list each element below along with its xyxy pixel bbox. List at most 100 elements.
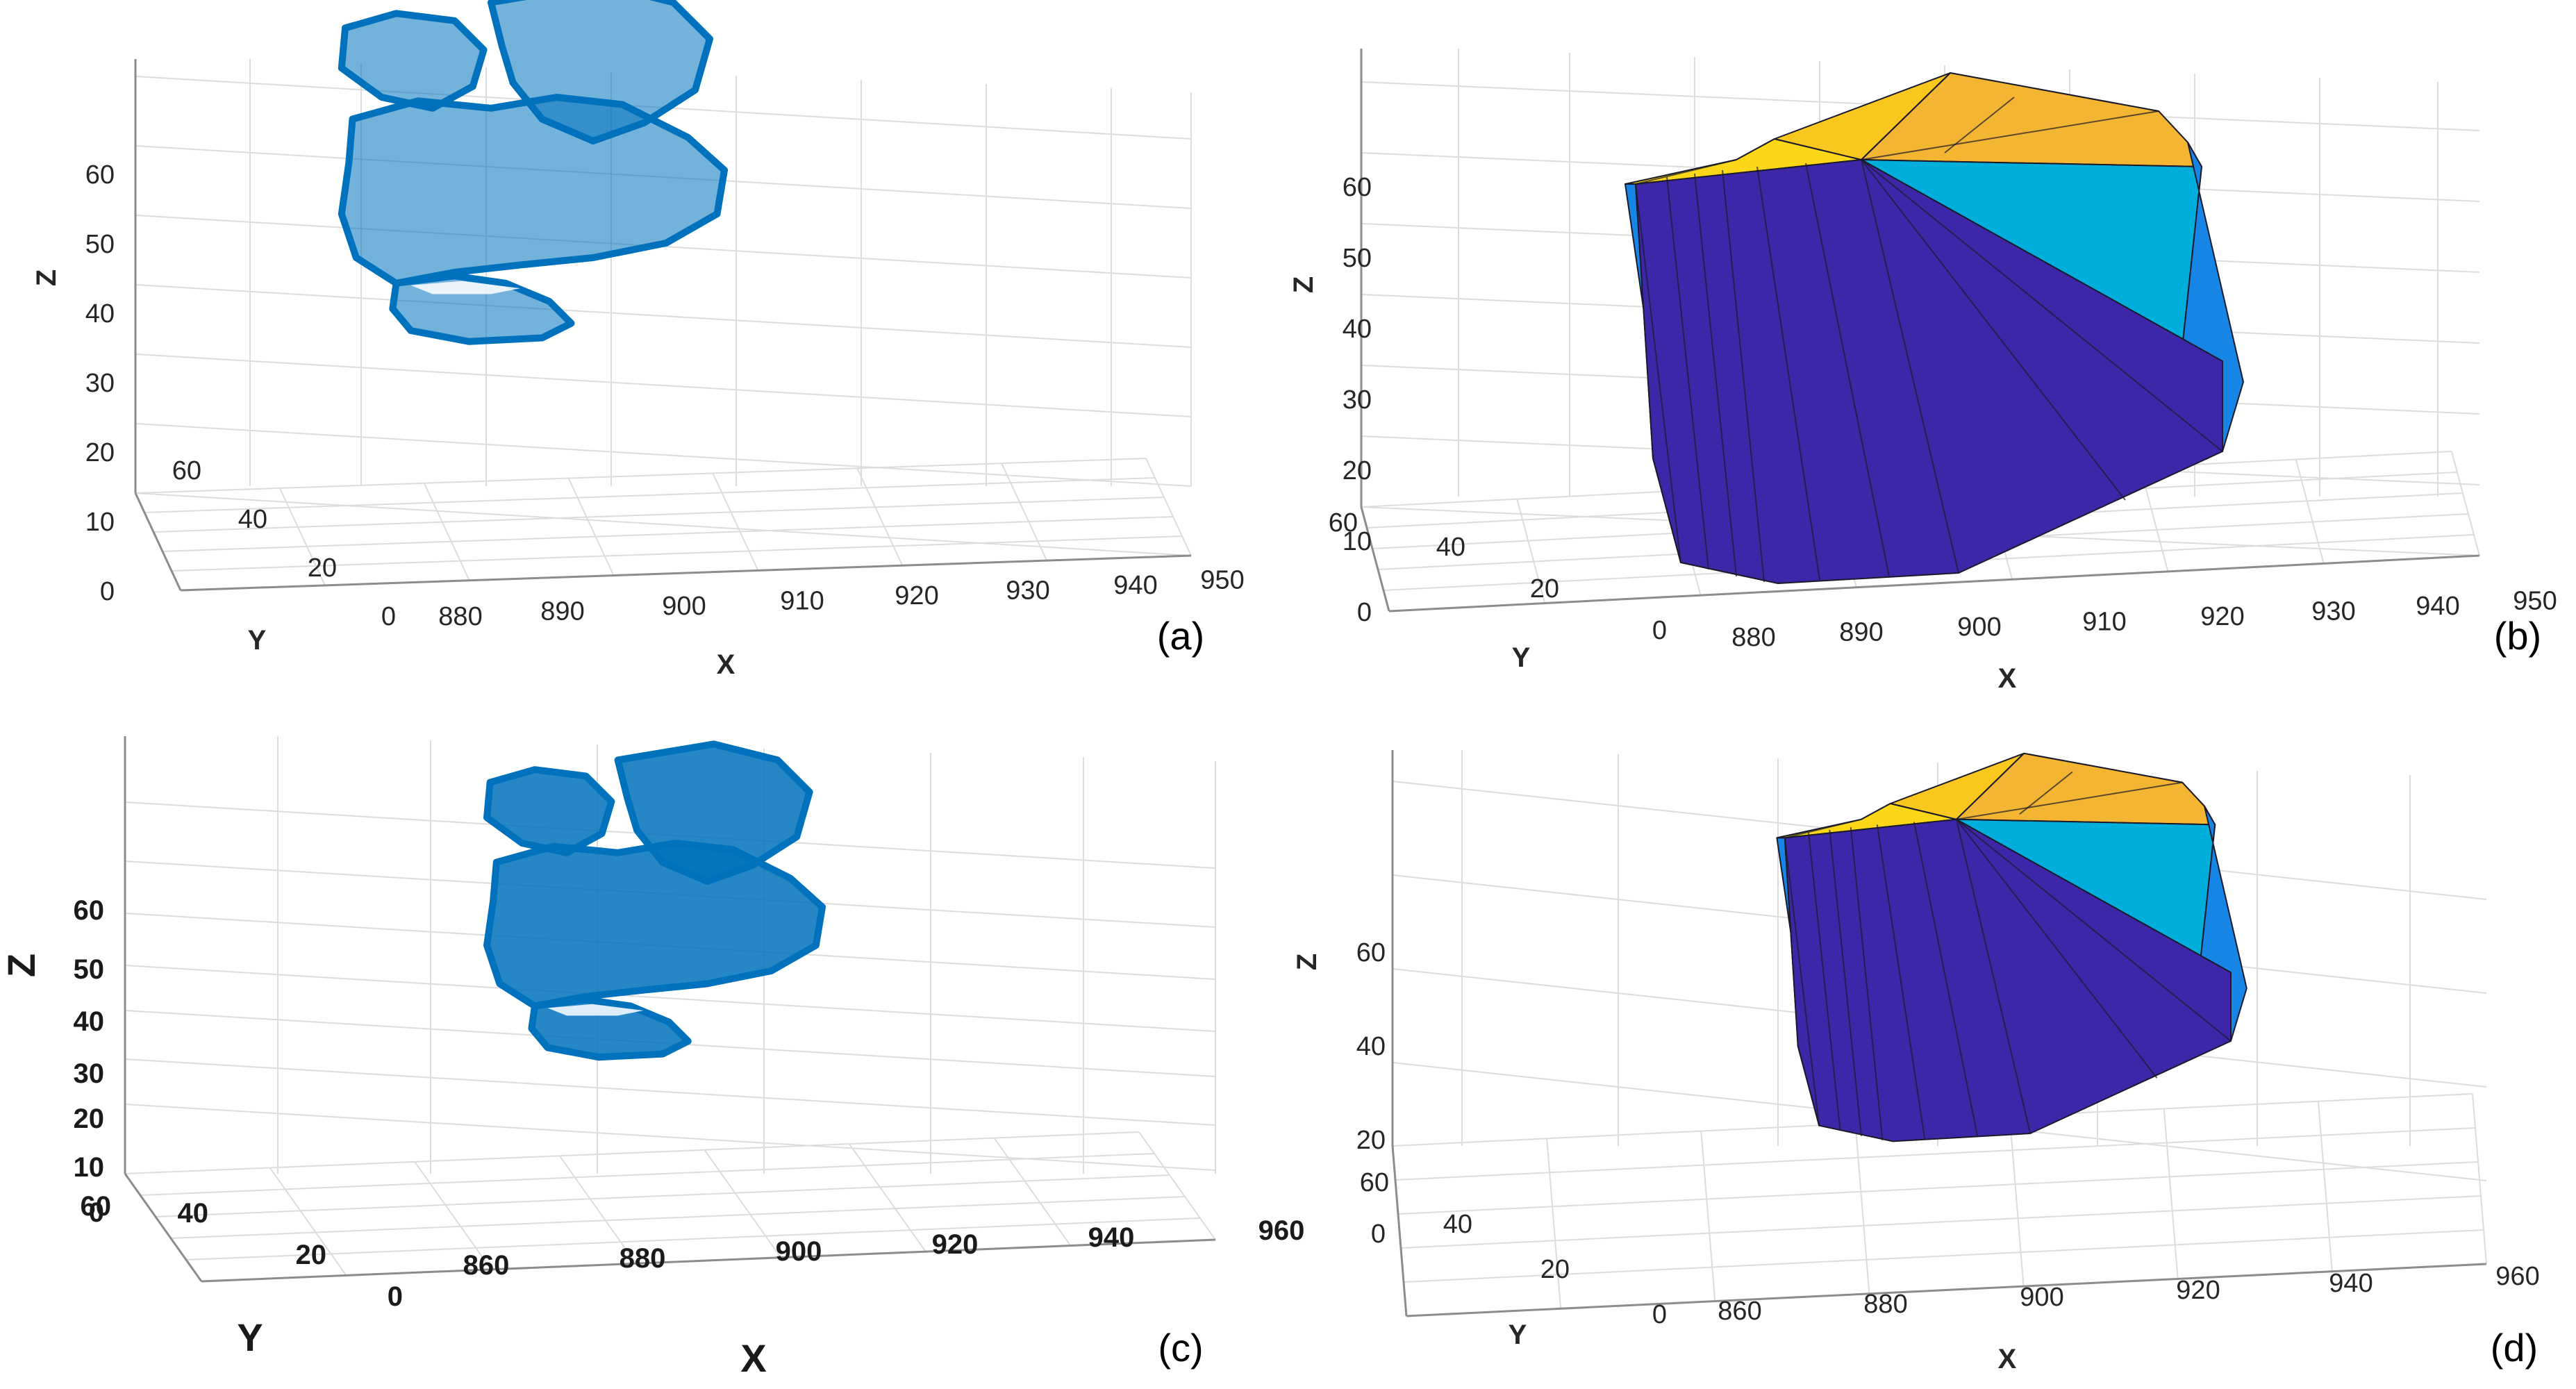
z-tick-label: 30 xyxy=(74,1058,105,1089)
x-tick-label: 930 xyxy=(1006,576,1049,606)
y-axis-title: Y xyxy=(1509,1320,1527,1350)
grid-line xyxy=(124,1104,1216,1171)
z-tick-label: 10 xyxy=(1343,527,1372,556)
y-tick-label: 60 xyxy=(1329,508,1358,538)
x-tick-label: 880 xyxy=(620,1243,666,1274)
y-axis-line xyxy=(1391,1145,1408,1317)
z-tick-label: 30 xyxy=(85,369,115,398)
z-tick-label: 0 xyxy=(89,1197,104,1228)
x-tick-label: 960 xyxy=(1258,1215,1305,1246)
grid-line xyxy=(135,458,1147,494)
z-axis-title: Z xyxy=(0,954,43,977)
x-axis-title: X xyxy=(1998,1344,2017,1374)
z-tick-label: 10 xyxy=(74,1152,105,1183)
y-tick-label: 20 xyxy=(296,1240,327,1270)
hull-edge xyxy=(1955,819,2031,1134)
hull-edge xyxy=(1784,838,1820,1126)
grid-line xyxy=(135,492,1192,556)
subplot-label: (a) xyxy=(1157,614,1204,658)
y-tick-label: 60 xyxy=(81,1191,112,1222)
point-cloud-region xyxy=(483,766,615,856)
z-tick-label: 20 xyxy=(1356,1126,1386,1155)
z-tick-label: 0 xyxy=(1357,598,1372,627)
panel-a: 0 10 20 30 40 50 60 0 20 40 60 880 890 900 910 920 930 94… xyxy=(31,0,1245,680)
z-tick-label: 20 xyxy=(1343,456,1372,485)
x-tick-label: 880 xyxy=(438,602,482,631)
grid-line xyxy=(1400,1195,2482,1249)
grid-line xyxy=(155,1174,1170,1217)
hull-edge xyxy=(1666,176,1709,570)
x-tick-label: 940 xyxy=(2416,592,2459,621)
hull-edge xyxy=(1850,827,1884,1140)
z-tick-label: 40 xyxy=(1343,315,1372,344)
x-tick-label: 950 xyxy=(2513,587,2557,616)
hull-edge xyxy=(1722,169,1765,583)
hull-edge xyxy=(1756,166,1820,581)
x-tick-label: 930 xyxy=(2311,597,2355,626)
grid-line xyxy=(2451,451,2480,556)
y-tick-label: 0 xyxy=(1652,616,1667,645)
hull-edge xyxy=(1694,173,1737,577)
z-tick-label: 10 xyxy=(85,508,115,537)
panel-a-tick-labels: 0 10 20 30 40 50 60 0 20 40 60 880 890 900 910 920 930 94… xyxy=(31,160,1245,680)
x-axis-title: X xyxy=(717,649,736,680)
grid-line xyxy=(1700,1131,1716,1301)
x-tick-label: 940 xyxy=(2329,1269,2373,1298)
y-tick-label: 40 xyxy=(1436,533,1465,562)
y-tick-label: 40 xyxy=(1443,1210,1472,1239)
z-tick-label: 30 xyxy=(1343,385,1372,415)
subplot-label: (b) xyxy=(2494,614,2541,658)
panel-c-point-cloud xyxy=(483,740,826,1061)
panel-b-tick-labels: 0 10 20 30 40 50 60 0 20 40 60 880 890 900 910 920 930 94… xyxy=(1288,173,2557,694)
grid-line xyxy=(124,1058,1216,1126)
x-tick-label: 920 xyxy=(932,1229,979,1260)
hull-edge xyxy=(1956,781,2183,820)
grid-line xyxy=(135,284,1192,348)
panel-c-axes-grid xyxy=(124,736,1216,1283)
hull-edge xyxy=(1861,159,1959,574)
z-tick-label: 0 xyxy=(100,577,115,606)
y-tick-label: 20 xyxy=(1530,574,1559,604)
z-tick-label: 60 xyxy=(74,895,105,926)
hull-edge xyxy=(1876,824,1926,1139)
y-axis-line xyxy=(124,1173,203,1282)
x-axis-line xyxy=(1406,1263,2487,1317)
grid-line xyxy=(135,354,1192,417)
x-axis-title: X xyxy=(740,1336,766,1380)
grid-line xyxy=(2009,1116,2025,1287)
panel-d-convex-hull xyxy=(1776,752,2247,1142)
x-tick-label: 860 xyxy=(463,1250,510,1281)
grid-line xyxy=(124,965,1216,1032)
grid-line xyxy=(144,477,1156,513)
y-tick-label: 60 xyxy=(172,456,201,485)
x-tick-label: 880 xyxy=(1731,623,1775,652)
z-tick-label: 60 xyxy=(85,160,115,190)
y-tick-label: 40 xyxy=(178,1198,209,1229)
grid-line xyxy=(135,423,1192,487)
y-tick-label: 20 xyxy=(1540,1255,1570,1284)
panel-d: 0 20 40 60 0 20 40 60 860 880 900 920 940 960 X Y Z (d) xyxy=(1292,750,2540,1374)
z-axis-title: Z xyxy=(1288,276,1319,293)
hull-edge xyxy=(1861,110,2159,160)
hull-edge xyxy=(1861,159,2223,452)
z-tick-label: 40 xyxy=(74,1006,105,1037)
x-tick-label: 900 xyxy=(662,592,706,621)
grid-line xyxy=(1516,499,1546,604)
grid-line xyxy=(185,1217,1201,1261)
grid-line xyxy=(269,1167,347,1276)
grid-line xyxy=(1138,1131,1216,1240)
hull-edge xyxy=(1635,159,1737,185)
hull-edge xyxy=(1808,832,1841,1131)
hull-edge xyxy=(1829,829,1862,1136)
x-tick-label: 920 xyxy=(2176,1276,2220,1305)
z-tick-label: 50 xyxy=(1343,244,1372,273)
z-tick-label: 20 xyxy=(85,438,115,467)
z-tick-label: 40 xyxy=(1356,1032,1386,1061)
grid-line xyxy=(2163,1108,2179,1279)
grid-line xyxy=(1403,1229,2484,1283)
x-tick-label: 860 xyxy=(1718,1297,1761,1326)
hull-edge xyxy=(1956,819,2232,1042)
grid-line xyxy=(2317,1101,2333,1272)
